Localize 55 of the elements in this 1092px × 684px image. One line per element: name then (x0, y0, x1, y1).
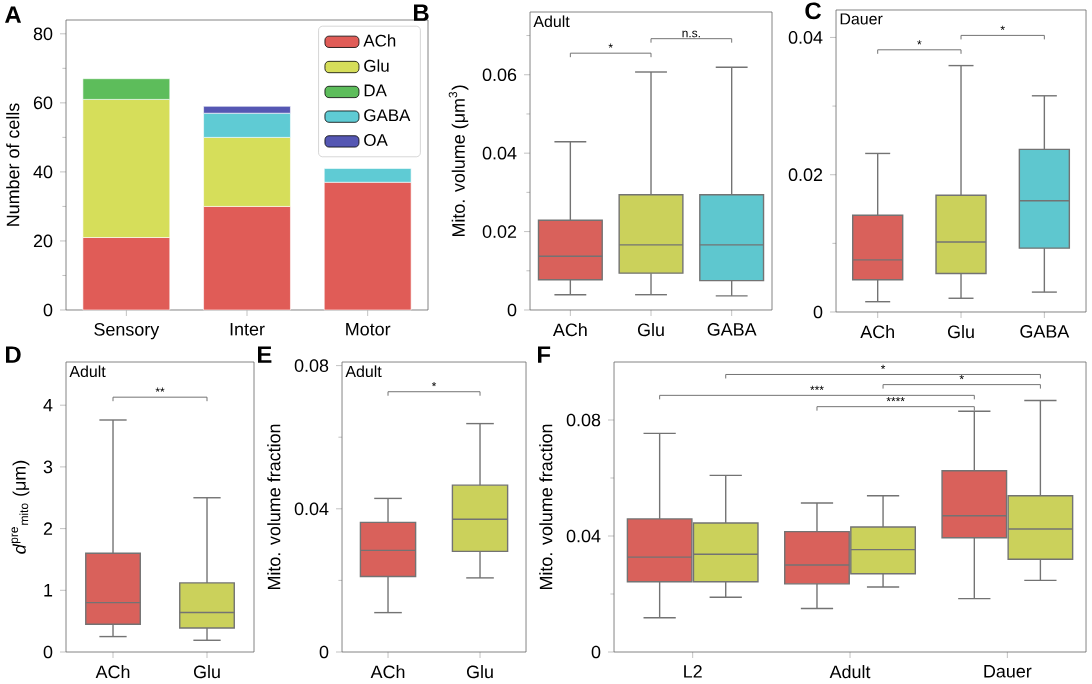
x-tick-label: GABA (1020, 325, 1070, 338)
x-tick-label: Glu (637, 323, 664, 337)
x-tick-label: ACh (95, 665, 130, 679)
legend-label: GABA (364, 109, 411, 122)
x-tick-label: Glu (466, 665, 493, 679)
text: C (805, 2, 822, 20)
y-tick-label: 0.08 (566, 413, 601, 427)
x-tick-label: Inter (230, 323, 265, 336)
y-tick-label: 0 (43, 303, 53, 317)
x-tick-label: ACh (552, 323, 587, 337)
y-tick-label: 80 (33, 27, 53, 41)
y-axis-title: Number of cells (6, 103, 20, 226)
legend-label: Glu (364, 59, 389, 72)
x-tick-label: GABA (707, 323, 757, 336)
y-tick-label: 0.08 (294, 359, 329, 372)
y-tick-label: 0.04 (566, 529, 601, 543)
y-tick-label: 4 (43, 399, 53, 412)
text: E (258, 346, 272, 363)
y-tick-label: 0 (813, 305, 823, 319)
text: A (5, 6, 22, 23)
x-tick-label: L2 (684, 665, 702, 678)
y-tick-label: 0 (591, 645, 601, 659)
legend-label: ACh (363, 34, 396, 47)
x-tick-label: ACh (370, 665, 405, 679)
x-tick-label: Sensory (94, 323, 160, 340)
x-tick-label: Motor (346, 323, 391, 336)
text: F (538, 346, 551, 363)
legend-label: DA (364, 84, 387, 97)
y-tick-label: 0 (507, 303, 517, 317)
text: D (6, 346, 21, 363)
y-tick-label: 0 (319, 645, 329, 659)
y-tick-label: 3 (43, 460, 53, 474)
y-axis-title: d$^{pre}$$_{mito}$ (μm) (11, 460, 30, 554)
x-tick-label: Dauer (984, 665, 1032, 678)
y-tick-label: 0 (43, 645, 53, 659)
y-tick-label: 20 (33, 234, 53, 248)
y-tick-label: 0.02 (482, 225, 517, 238)
y-tick-label: 0.06 (482, 68, 517, 82)
y-tick-label: 0.04 (294, 502, 329, 516)
y-tick-label: 40 (33, 165, 53, 179)
y-axis-title: Mito. volume fraction (267, 424, 281, 590)
x-tick-label: ACh (860, 325, 894, 339)
y-tick-label: 2 (43, 522, 53, 535)
y-tick-label: 0.02 (788, 168, 823, 182)
y-tick-label: 1 (44, 584, 53, 597)
legend-label: OA (364, 134, 388, 146)
y-axis-title: Mito. volume (μm$^{3}$) (448, 85, 469, 237)
annotation: B (414, 4, 429, 21)
y-axis-title: Mito. volume fraction (539, 424, 553, 590)
x-tick-label: Glu (193, 665, 220, 679)
y-tick-label: 60 (33, 96, 53, 110)
y-tick-label: 0.04 (482, 146, 517, 160)
x-tick-label: Adult (829, 665, 871, 679)
x-tick-label: Glu (947, 325, 974, 339)
y-tick-label: 0.04 (788, 31, 823, 44)
